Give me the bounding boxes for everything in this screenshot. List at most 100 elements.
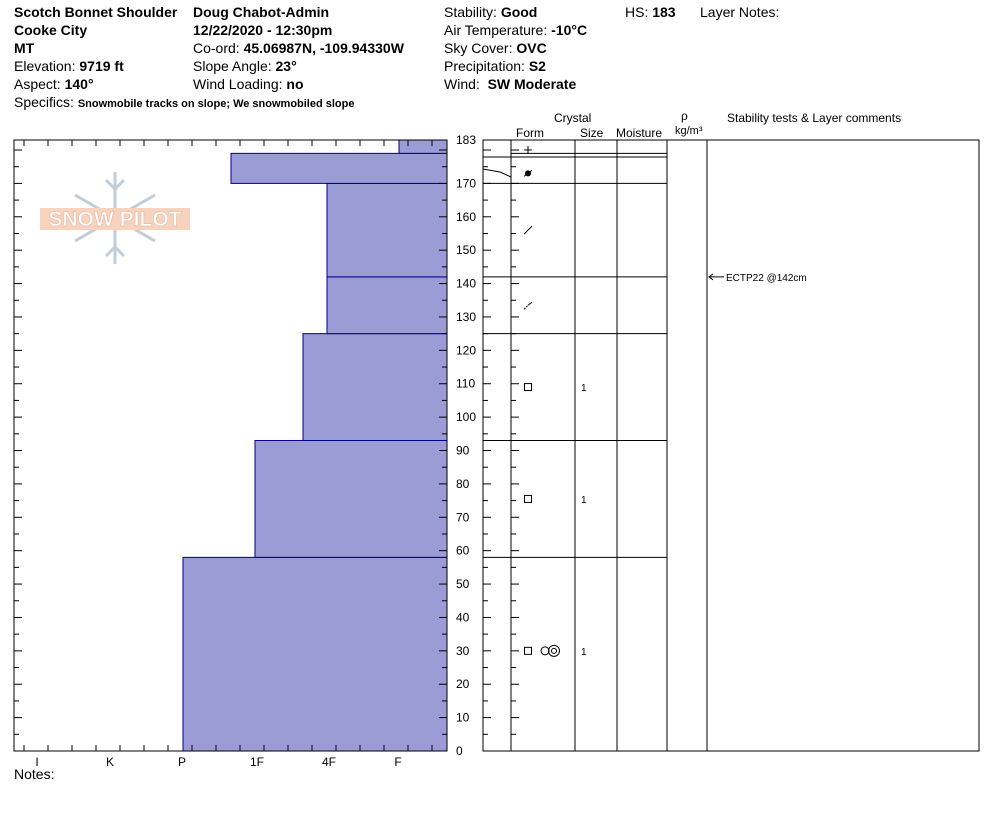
table-frame [482,139,980,752]
moisture-header: Moisture [616,126,663,140]
elevation: Elevation: 9719 ft [14,58,124,74]
stability-value: Good [500,4,538,20]
rimed-symbol-icon [548,644,560,657]
hardness-bar-3 [326,276,448,335]
stability-test-arrow-head [708,273,714,281]
depth-label: 50 [456,577,470,591]
depth-label: 183 [456,133,476,147]
sky-value: OVC [516,40,547,56]
wind-loading: Wind Loading: no [193,76,304,92]
precip-value: S2 [528,58,546,74]
crystal-table: 1 1 1 ECTP22 @142cm [482,139,980,752]
air-temperature: Air Temperature: -10°C [444,22,587,38]
coord-value: 45.06987N, -109.94330W [243,40,404,56]
size-header: Size [580,126,604,140]
hardness-label: F [394,755,401,769]
depth-label: 80 [456,477,470,491]
hardness-bar-5 [230,152,448,184]
hardness-label: I [35,755,38,769]
facet-symbol-icon [524,494,532,503]
state-name: MT [14,40,35,56]
depth-label: 40 [456,610,470,624]
depth-label: 150 [456,243,476,257]
wind-value: SW Moderate [487,76,577,92]
elevation-label: Elevation: [14,58,76,74]
snowpilot-logo: SNOW PILOT [40,172,190,264]
hardness-label: 4F [322,755,336,769]
depth-label: 130 [456,310,476,324]
slope-angle: Slope Angle: 23° [193,58,297,74]
graupel-symbol-icon [523,170,533,177]
axes: I K P 1F 4F F 0 10 20 30 40 50 60 70 80 90 100 110 120 130 1… [13,133,476,769]
fragment-symbol-icon [523,225,533,235]
notes-label: Notes: [14,766,55,782]
location-name: Scotch Bonnet Shoulder [14,4,178,20]
precipitation: Precipitation: S2 [444,58,546,74]
depth-label: 160 [456,210,476,224]
wind: Wind: SW Moderate [444,76,576,92]
density-rho-header: ρ [681,109,688,123]
elevation-value: 9719 ft [79,58,124,74]
stability-label: Stability: [444,4,497,20]
hardness-bar-0 [182,556,448,752]
wind-loading-label: Wind Loading: [193,76,283,92]
facet-symbol-icon [524,383,532,392]
depth-label: 170 [456,176,476,190]
stability-test-label: ECTP22 @142cm [726,273,807,284]
facet-symbol-icon [524,646,532,655]
layer-notes-label: Layer Notes: [700,4,780,20]
depth-label: 0 [456,744,463,758]
depth-label: 60 [456,544,470,558]
aspect: Aspect: 140° [14,76,94,92]
specifics-label: Specifics: [14,94,74,110]
depth-label: 20 [456,677,470,691]
grain-size-label: 1 [581,495,587,506]
form-header: Form [516,126,544,140]
wind-loading-value: no [286,76,304,92]
grain-size-label: 1 [581,647,587,658]
hs-value: 183 [652,4,676,20]
stability-comments-header: Stability tests & Layer comments [727,111,902,125]
air-temp-value: -10°C [551,22,588,38]
aspect-label: Aspect: [14,76,61,92]
hardness-bar-6 [398,139,448,154]
observer-name: Doug Chabot-Admin [193,4,330,20]
grain-size-label: 1 [581,383,587,394]
hardness-bar-4 [326,182,448,278]
crystal-header: Crystal [554,111,592,125]
depth-label: 120 [456,343,476,357]
sky-label: Sky Cover: [444,40,513,56]
area-name: Cooke City [14,22,88,38]
slope-label: Slope Angle: [193,58,272,74]
snow-height: HS: 183 [625,4,676,20]
specifics: Specifics: Snowmobile tracks on slope; W… [14,94,355,112]
stability: Stability: Good [444,4,537,20]
rimed-symbol-icon [551,647,557,654]
depth-label: 90 [456,444,470,458]
depth-label: 10 [456,711,470,725]
depth-label: 70 [456,510,470,524]
depth-label: 140 [456,277,476,291]
hs-label: HS: [625,4,649,20]
plot-frame [13,139,448,752]
logo-text: SNOW PILOT [49,208,182,231]
coordinates: Co-ord: 45.06987N, -109.94330W [193,40,404,56]
slope-value: 23° [275,58,297,74]
hardness-bars [182,139,448,752]
air-temp-label: Air Temperature: [444,22,548,38]
wind-label: Wind: [444,76,480,92]
observation-datetime: 12/22/2020 - 12:30pm [193,22,333,38]
sky-cover: Sky Cover: OVC [444,40,547,56]
coord-label: Co-ord: [193,40,240,56]
depth-label: 110 [456,377,475,391]
density-unit-header: kg/m³ [675,125,703,137]
specifics-value: Snowmobile tracks on slope; We snowmobil… [77,98,355,110]
hardness-label: P [178,755,186,769]
depth-label: 100 [456,410,476,424]
hardness-bar-2 [302,333,448,441]
rimed-symbol-icon [540,646,550,656]
hardness-label: K [106,755,114,769]
decomposed-symbol-icon [527,301,533,306]
decomposed-symbol-icon [523,304,529,310]
